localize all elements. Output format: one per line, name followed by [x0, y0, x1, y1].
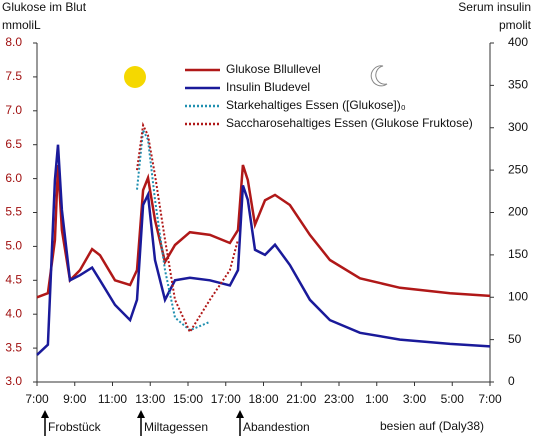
y2-axis-unit: pmolit — [499, 18, 532, 32]
y-tick-label: 7.5 — [5, 69, 22, 83]
y-tick-label: 5.5 — [5, 205, 22, 219]
series-line — [136, 126, 211, 332]
annotation-arrowhead — [137, 410, 145, 418]
y-tick-label: 8.0 — [5, 35, 22, 49]
annotation-arrowhead — [236, 410, 244, 418]
x-tick-label: 13:00 — [135, 392, 165, 406]
x-tick-label: 21:00 — [286, 392, 316, 406]
y-axis-title: Glukose im Blut — [2, 0, 87, 14]
legend-label: Glukose Bllullevel — [226, 62, 321, 76]
y-tick-label: 4.5 — [5, 272, 22, 286]
y-tick-label: 7.0 — [5, 103, 22, 117]
y2-tick-label: 400 — [508, 35, 528, 49]
y2-tick-label: 350 — [508, 78, 528, 92]
y-tick-label: 6.5 — [5, 137, 22, 151]
x-tick-label: 5:00 — [441, 392, 465, 406]
x-tick-label: 23:00 — [324, 392, 354, 406]
x-axis-title: besien auf (Daly38) — [380, 419, 484, 433]
legend-label: Insulin Bludevel — [226, 80, 310, 94]
x-tick-label: 3:00 — [403, 392, 427, 406]
y-tick-label: 6.0 — [5, 171, 22, 185]
series-line — [136, 121, 239, 335]
x-tick-label: 7:00 — [478, 392, 502, 406]
y2-axis-title: Serum insulin — [458, 0, 531, 14]
x-tick-label: 17:00 — [211, 392, 241, 406]
y2-tick-label: 100 — [508, 289, 528, 303]
y-tick-label: 5.0 — [5, 239, 22, 253]
x-tick-label: 15:00 — [173, 392, 203, 406]
y-tick-label: 3.5 — [5, 340, 22, 354]
x-tick-label: 18:00 — [248, 392, 278, 406]
series-line — [36, 164, 491, 299]
annotation-label: Miltagessen — [144, 420, 208, 434]
y2-tick-label: 300 — [508, 120, 528, 134]
annotation-label: Abandestion — [243, 420, 310, 434]
legend-label: Starkehaltiges Essen ([Glukose])₀ — [226, 98, 406, 112]
y2-tick-label: 200 — [508, 205, 528, 219]
y-axis-unit: mmoliL — [2, 18, 41, 32]
y2-tick-label: 50 — [508, 332, 522, 346]
series-line — [36, 144, 491, 356]
y2-tick-label: 150 — [508, 247, 528, 261]
legend-label: Saccharosehaltiges Essen (Glukose Frukto… — [226, 116, 473, 130]
sun-icon — [124, 66, 146, 88]
y-tick-label: 4.0 — [5, 306, 22, 320]
y-tick-label: 3.0 — [5, 374, 22, 388]
moon-icon — [370, 65, 388, 87]
x-tick-label: 9:00 — [63, 392, 87, 406]
x-tick-label: 1:00 — [365, 392, 389, 406]
x-tick-label: 7:00 — [25, 392, 49, 406]
annotation-arrowhead — [41, 410, 49, 418]
annotation-label: Frobstück — [48, 420, 102, 434]
y2-tick-label: 250 — [508, 162, 528, 176]
x-tick-label: 11:00 — [98, 392, 127, 406]
y2-tick-label: 0 — [508, 374, 515, 388]
